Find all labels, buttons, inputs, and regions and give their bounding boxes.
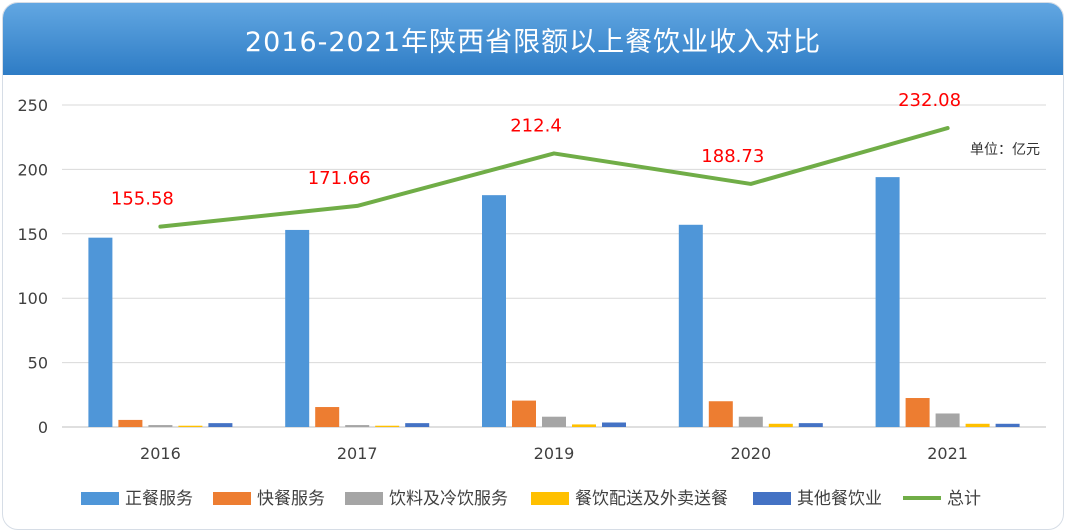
legend-label: 饮料及冷饮服务 — [389, 489, 508, 509]
bar — [572, 424, 596, 427]
total-line — [158, 126, 950, 229]
bar — [965, 423, 990, 427]
y-tick-label: 200 — [17, 160, 48, 179]
x-tick-label: 2017 — [337, 444, 378, 463]
data-label: 171.66 — [308, 168, 371, 189]
bar — [542, 416, 566, 427]
bar — [935, 413, 960, 427]
bar — [148, 425, 173, 427]
y-tick-label: 0 — [38, 418, 48, 437]
bar — [678, 224, 703, 427]
title-bar: 2016-2021年陕西省限额以上餐饮业收入对比 — [3, 3, 1063, 75]
x-tick-label: 2021 — [927, 444, 968, 463]
bar — [88, 237, 113, 427]
bar — [738, 416, 763, 427]
bar — [405, 423, 430, 427]
legend: 正餐服务 快餐服务 饮料及冷饮服务 餐饮配送及外卖送餐 其他餐饮业 总计 — [81, 489, 981, 509]
line-layer — [158, 126, 950, 229]
y-tick-label: 250 — [17, 96, 48, 115]
legend-swatch — [345, 492, 383, 505]
chart-title: 2016-2021年陕西省限额以上餐饮业收入对比 — [244, 26, 822, 58]
bar — [798, 423, 823, 427]
legend-swatch — [81, 492, 119, 505]
bar — [905, 398, 930, 427]
x-tick-label: 2016 — [140, 444, 181, 463]
bar — [768, 423, 793, 427]
label-layer: 155.58 171.66 212.4 188.73 232.08 — [111, 90, 961, 210]
bar-layer — [88, 177, 1020, 427]
bar — [708, 401, 733, 427]
legend-swatch — [213, 492, 251, 505]
legend-swatch — [531, 492, 569, 505]
y-tick-label: 50 — [28, 354, 48, 373]
data-label: 155.58 — [111, 189, 174, 210]
data-label: 232.08 — [898, 90, 961, 111]
x-tick-label: 2019 — [534, 444, 575, 463]
bar — [482, 195, 506, 427]
data-label: 188.73 — [701, 146, 764, 167]
bar — [602, 422, 626, 427]
x-tick-label: 2020 — [730, 444, 771, 463]
bar — [995, 423, 1020, 427]
bar — [118, 419, 143, 427]
legend-label: 快餐服务 — [257, 489, 325, 509]
legend-swatch — [753, 492, 791, 505]
y-tick-label: 150 — [17, 225, 48, 244]
bar — [208, 423, 233, 427]
legend-label: 其他餐饮业 — [797, 489, 882, 509]
unit-note: 单位：亿元 — [970, 142, 1040, 158]
bar — [512, 400, 536, 427]
bar — [375, 425, 400, 427]
legend-label: 正餐服务 — [125, 489, 193, 509]
bar — [345, 425, 370, 427]
y-tick-label: 100 — [17, 289, 48, 308]
legend-label: 餐饮配送及外卖送餐 — [575, 489, 728, 509]
data-label: 212.4 — [510, 115, 562, 136]
bar — [875, 177, 900, 427]
bar — [178, 425, 203, 427]
bar — [315, 407, 340, 427]
axis-layer: 0 50 100 150 200 250 2016 2017 2019 2020 2021 — [17, 96, 968, 463]
legend-label: 总计 — [947, 489, 981, 509]
bar — [285, 229, 310, 427]
